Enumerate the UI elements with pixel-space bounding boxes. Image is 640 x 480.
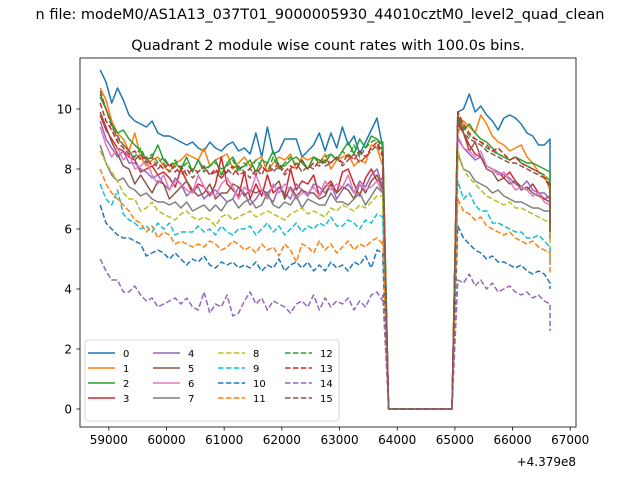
x-tick-label: 62000 <box>263 433 301 447</box>
series-line-14 <box>99 258 551 410</box>
x-tick-label: 61000 <box>205 433 243 447</box>
series-line-10 <box>99 204 551 410</box>
x-offset-label: +4.379e8 <box>517 455 576 469</box>
y-tick-label: 6 <box>64 223 72 237</box>
legend-label-11: 11 <box>253 394 266 405</box>
chart-title: Quadrant 2 module wise count rates with … <box>131 38 525 54</box>
x-tick-label: 66000 <box>493 433 531 447</box>
y-tick-label: 10 <box>57 103 72 117</box>
series-line-12 <box>99 93 551 410</box>
y-tick-label: 8 <box>64 163 72 177</box>
x-tick-label: 60000 <box>147 433 185 447</box>
legend-label-5: 5 <box>188 364 194 375</box>
legend-label-14: 14 <box>320 379 333 390</box>
series-line-9 <box>99 180 551 410</box>
y-axis: 0 2 4 6 8 10 <box>57 103 80 417</box>
y-tick-label: 4 <box>64 283 72 297</box>
legend-box <box>84 339 340 422</box>
y-tick-label: 0 <box>64 403 72 417</box>
legend-label-7: 7 <box>188 394 194 405</box>
x-tick-label: 64000 <box>378 433 416 447</box>
legend-label-13: 13 <box>320 364 333 375</box>
legend-label-1: 1 <box>123 364 129 375</box>
x-axis: 59000 60000 61000 62000 63000 64000 65000 66000… <box>90 427 589 447</box>
y-tick-label: 2 <box>64 343 72 357</box>
series-line-5 <box>99 111 551 410</box>
legend-label-0: 0 <box>123 349 129 360</box>
legend-label-15: 15 <box>320 394 333 405</box>
series-line-11 <box>99 168 551 410</box>
legend-label-9: 9 <box>253 364 259 375</box>
series-line-6 <box>99 126 551 410</box>
legend-label-8: 8 <box>253 349 259 360</box>
legend-label-12: 12 <box>320 349 333 360</box>
legend-label-6: 6 <box>188 379 194 390</box>
series-line-8 <box>99 150 551 410</box>
figure-suptitle: n file: modeM0/AS1A13_037T01_9000005930_… <box>36 7 605 23</box>
series-line-13 <box>99 102 551 410</box>
x-tick-label: 59000 <box>90 433 128 447</box>
x-tick-label: 65000 <box>436 433 474 447</box>
x-tick-label: 63000 <box>320 433 358 447</box>
legend-label-10: 10 <box>253 379 266 390</box>
series-layer <box>99 69 551 410</box>
axes-frame <box>79 57 577 428</box>
legend-label-3: 3 <box>123 394 129 405</box>
legend-label-2: 2 <box>123 379 129 390</box>
legend-label-4: 4 <box>188 349 194 360</box>
x-tick-label: 67000 <box>551 433 589 447</box>
